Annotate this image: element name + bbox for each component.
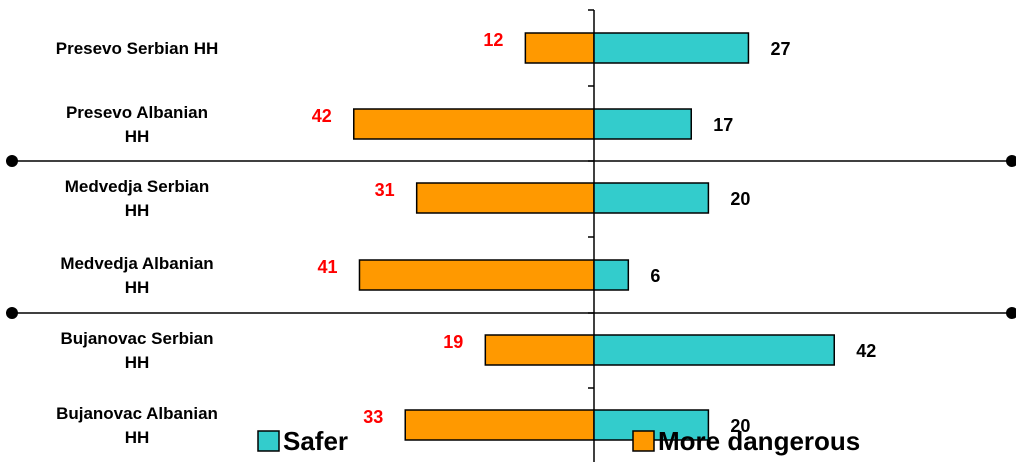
category-labels: Presevo Serbian HH Presevo Albanian HH Medv…	[56, 39, 219, 447]
category-label: Presevo Albanian HH	[66, 103, 208, 146]
bar-more-dangerous	[353, 108, 595, 140]
bar-safer	[593, 259, 630, 291]
value-label-more-dangerous: 31	[375, 180, 395, 200]
value-label-more-dangerous: 41	[317, 257, 337, 277]
value-label-safer: 20	[730, 189, 750, 209]
bars	[353, 32, 835, 441]
legend: Safer More dangerous	[257, 426, 860, 456]
divider-end-dot	[6, 307, 18, 319]
legend-label: Safer	[283, 426, 348, 456]
bar-safer	[593, 182, 710, 214]
legend-label: More dangerous	[658, 426, 860, 456]
value-labels: 12 27 42 17 31 20 41 6 19 42 33 20	[312, 30, 877, 436]
bar-safer	[593, 334, 835, 366]
bar-more-dangerous	[404, 409, 595, 441]
value-label-safer: 20	[730, 416, 750, 436]
value-label-safer: 6	[650, 266, 660, 286]
bar-safer	[593, 108, 692, 140]
center-axis	[588, 9, 595, 462]
value-label-more-dangerous: 12	[483, 30, 503, 50]
category-label: Bujanovac Serbian HH	[60, 329, 213, 372]
legend-swatch	[632, 430, 655, 452]
value-label-more-dangerous: 19	[443, 332, 463, 352]
value-label-safer: 17	[713, 115, 733, 135]
bar-more-dangerous	[484, 334, 595, 366]
group-dividers	[6, 155, 1016, 319]
legend-swatch	[257, 430, 280, 452]
category-label: Medvedja Serbian HH	[65, 177, 210, 220]
bar-more-dangerous	[358, 259, 595, 291]
value-label-safer: 27	[770, 39, 790, 59]
bar-more-dangerous	[415, 182, 595, 214]
divider-end-dot	[6, 155, 18, 167]
divider-end-dot	[1006, 155, 1016, 167]
bar-more-dangerous	[524, 32, 595, 64]
value-label-more-dangerous: 33	[363, 407, 383, 427]
divider-end-dot	[1006, 307, 1016, 319]
category-label: Bujanovac Albanian HH	[56, 404, 218, 447]
value-label-more-dangerous: 42	[312, 106, 332, 126]
category-label: Medvedja Albanian HH	[60, 254, 213, 297]
bar-safer	[593, 32, 750, 64]
value-label-safer: 42	[856, 341, 876, 361]
category-label: Presevo Serbian HH	[56, 39, 219, 58]
